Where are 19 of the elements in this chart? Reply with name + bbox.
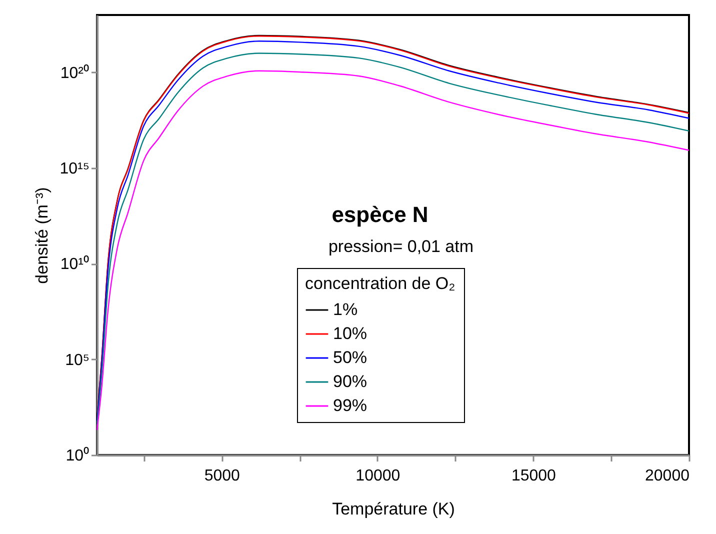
text: pression= 0,01 atm [328, 237, 474, 256]
x-tick-label: 5000 [204, 468, 240, 484]
x-tick-label: 15000 [511, 468, 556, 484]
legend-label: 1% [333, 300, 358, 319]
x-axis-title: Température (K) [332, 500, 455, 518]
legend-label: 90% [333, 372, 368, 391]
y-tick-label: 10¹⁰ [60, 255, 90, 274]
y-axis-title: densité (m⁻³) [32, 187, 52, 284]
x-tick-label: 20000 [645, 468, 690, 484]
x-tick-label: 10000 [356, 468, 400, 484]
legend-title: concentration de O₂ [305, 274, 456, 293]
legend-label: 99% [333, 396, 368, 415]
y-tick-label: 10²⁰ [60, 64, 90, 82]
y-tick-label: 10⁵ [65, 352, 90, 369]
legend-label: 50% [333, 348, 368, 367]
y-tick-label: 10¹⁵ [60, 160, 90, 178]
text: espèce N [332, 202, 428, 227]
legend-label: 10% [333, 324, 368, 343]
y-tick-label: 10⁰ [66, 446, 90, 464]
